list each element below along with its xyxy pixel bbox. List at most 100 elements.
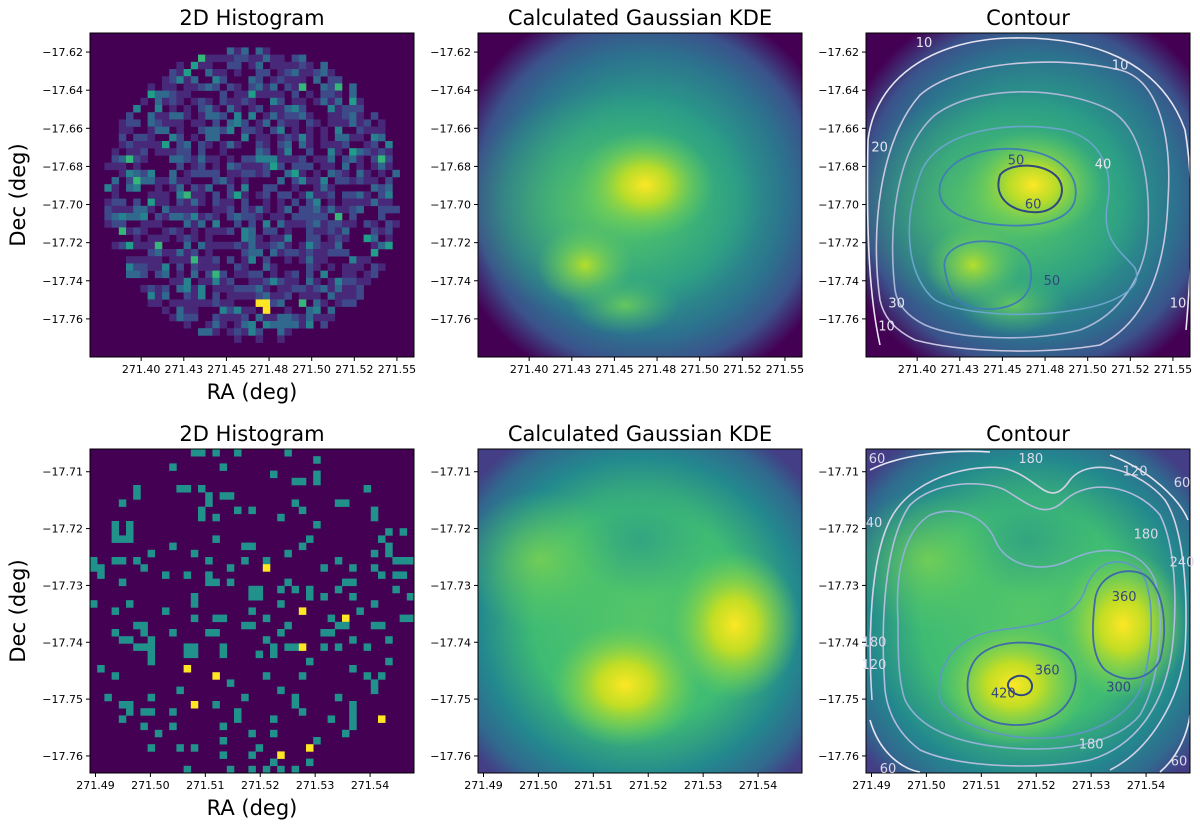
histogram-cell [140,643,148,651]
histogram-cell [241,557,249,565]
histogram-cell [190,133,199,142]
histogram-cell [349,213,357,221]
histogram-cell [133,162,141,171]
histogram-cell [226,97,235,106]
histogram-cell [320,564,328,572]
histogram-cell [270,105,278,113]
histogram-cell [327,141,336,149]
histogram-cell [212,119,220,127]
y-tick-label: −17.74 [430,636,471,649]
histogram-cell [147,119,156,127]
histogram-cell [356,155,364,163]
histogram-cell [277,54,285,63]
histogram-cell [212,292,220,300]
histogram-cell [385,220,393,228]
histogram-cell [349,148,357,156]
histogram-cell [306,285,314,293]
histogram-cell [248,285,256,293]
contour-line-180 [882,482,1176,767]
histogram-cell [277,241,285,250]
histogram-cell [277,220,285,228]
histogram-cell [262,162,271,171]
histogram-cell [226,184,235,192]
histogram-cell [219,97,228,106]
histogram-cell [349,285,357,293]
histogram-cell [248,765,256,774]
histogram-cell [234,69,242,77]
histogram-cell [277,69,285,77]
histogram-cell [284,256,292,264]
histogram-cell [248,607,256,615]
histogram-cell [212,313,220,322]
histogram-cell [248,169,256,178]
histogram-cell [342,155,350,163]
x-tick-label: 271.49 [76,779,115,792]
histogram-cell [262,198,271,207]
histogram-cell [219,299,228,307]
histogram-cell [277,299,285,307]
histogram-cell [226,105,235,113]
histogram-cell [140,722,148,731]
histogram-cell [176,234,184,243]
histogram-cell [378,213,386,221]
histogram-cell [241,133,249,142]
histogram-cell [162,270,170,279]
histogram-cell [205,277,213,286]
histogram-cell [313,155,321,163]
histogram-cell [334,292,343,300]
histogram-cell [226,191,235,199]
histogram-cell [284,621,292,630]
histogram-cell [176,148,184,156]
y-tick-label: −17.66 [42,122,83,135]
contour-label: 60 [1171,755,1188,770]
histogram-cell [298,249,307,257]
kde-halo [866,490,1008,630]
histogram-cell [356,205,364,214]
histogram-cell [327,76,336,84]
histogram-cell [147,83,156,91]
histogram-cell [234,162,242,171]
histogram-cell [334,249,343,257]
histogram-cell [205,578,213,587]
histogram-cell [363,119,372,127]
contour-line-360-east [1092,570,1165,680]
histogram-cell [154,141,163,149]
y-tick-label: −17.72 [42,237,83,250]
histogram-cell [277,90,285,99]
histogram-cell [306,313,314,322]
histogram-cell [342,299,350,307]
histogram-cell [147,285,156,293]
histogram-cell [154,220,163,228]
histogram-cell [320,227,328,235]
histogram-cell [126,701,134,709]
histogram-cell [306,61,314,70]
y-tick-label: −17.64 [42,84,83,97]
histogram-cell [104,693,112,702]
histogram-cell [190,249,199,257]
histogram-cell [320,90,328,99]
histogram-cell [334,227,343,235]
histogram-cell [385,198,393,207]
histogram-cell [226,83,235,91]
contour-label: 120 [1123,465,1148,480]
histogram-cell [378,162,386,171]
histogram-cell [378,184,386,192]
histogram-cell [349,220,357,228]
histogram-cell [118,227,127,235]
histogram-cell [313,119,321,127]
histogram-cell [219,69,228,77]
histogram-cell [104,198,112,207]
histogram-cell [255,205,264,214]
histogram-cell [270,729,278,738]
histogram-cell [162,571,170,579]
histogram-cell [270,227,278,235]
contour-label: 30 [888,297,905,312]
histogram-cell [306,744,314,752]
histogram-cell [349,578,357,587]
histogram-cell [327,198,336,207]
histogram-cell [248,83,256,91]
histogram-cell [320,83,328,91]
x-tick-label: 271.43 [941,363,980,376]
histogram-cell [313,69,321,77]
